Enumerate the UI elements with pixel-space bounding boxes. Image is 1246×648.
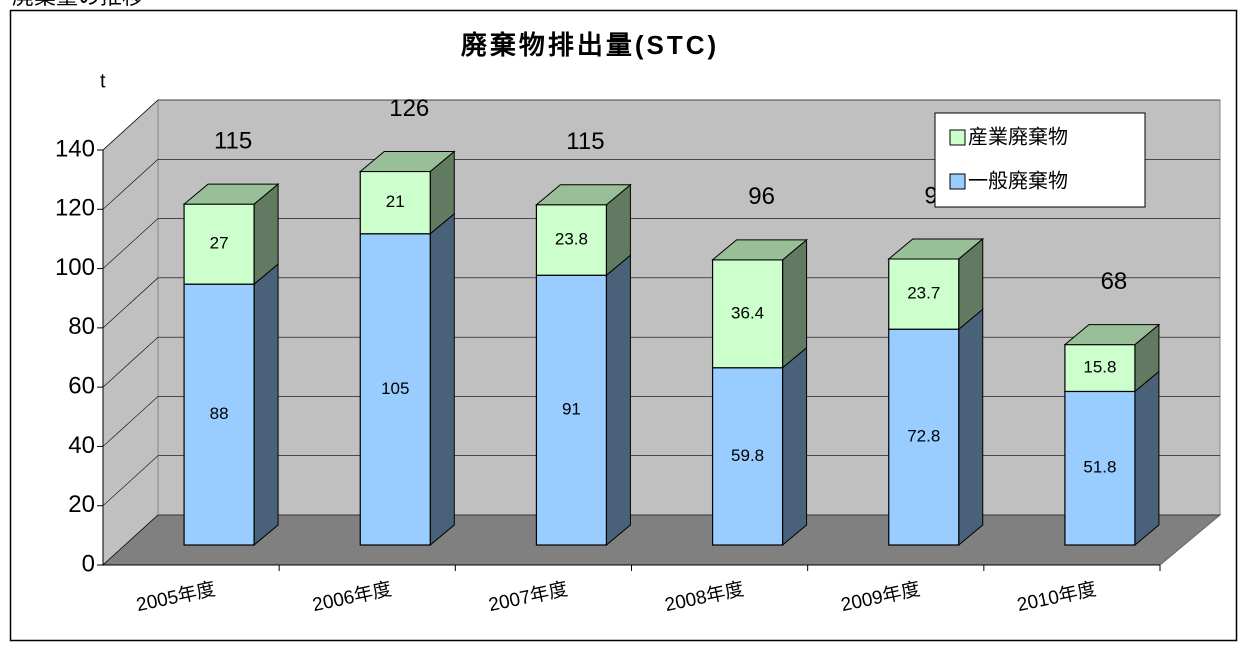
total-label: 115 — [566, 128, 604, 155]
bar-segment — [535, 183, 632, 277]
y-tick-label: 80 — [68, 313, 95, 340]
bar-top — [182, 183, 280, 205]
data-label: 72.8 — [907, 427, 940, 446]
bar-segment — [1064, 370, 1160, 547]
legend-swatch — [949, 173, 966, 190]
bar-front — [711, 259, 784, 369]
grid-line — [102, 99, 1220, 151]
y-tick-label: 60 — [68, 372, 95, 399]
bar-segment — [359, 212, 455, 547]
grid-line — [102, 455, 1220, 506]
grid-line — [102, 158, 1220, 210]
total-label: 115 — [214, 127, 252, 154]
bar-front — [535, 274, 608, 546]
grid-line — [102, 396, 1220, 447]
data-label: 91 — [562, 400, 581, 419]
total-label: 96 — [748, 183, 775, 210]
y-tick-label: 0 — [82, 550, 95, 577]
bar-side — [605, 254, 631, 547]
y-tick-label: 100 — [55, 254, 95, 281]
bar-front — [535, 204, 608, 276]
grid-line — [102, 277, 1220, 329]
bar-top — [887, 238, 985, 260]
header: 廃棄量の推移 — [12, 0, 144, 9]
bar-segment — [887, 237, 985, 331]
data-label: 51.8 — [1083, 458, 1116, 477]
legend-label: 産業廃棄物 — [968, 125, 1068, 148]
y-unit: t — [100, 70, 106, 92]
bar-front — [888, 328, 960, 546]
bar-top — [711, 239, 808, 261]
grid-line — [102, 514, 1220, 566]
bar-segment — [182, 183, 280, 286]
y-tick-label: 20 — [68, 491, 95, 518]
bar-side — [782, 238, 808, 369]
data-label: 36.4 — [731, 303, 764, 322]
bar-top — [1063, 324, 1161, 346]
y-tick-label: 120 — [55, 195, 95, 222]
data-label: 15.8 — [1083, 358, 1116, 377]
side-wall — [102, 98, 159, 567]
data-label: 88 — [210, 404, 229, 423]
y-tick-label: 40 — [68, 432, 95, 459]
legend-box — [934, 112, 1146, 208]
bar-top — [358, 151, 456, 172]
bar-side — [429, 212, 455, 547]
data-label: 21 — [386, 192, 405, 211]
bar-front — [1064, 390, 1136, 546]
bar-segment — [888, 308, 984, 547]
data-label: 23.8 — [555, 229, 588, 248]
bar-side — [782, 346, 808, 547]
total-label: 126 — [389, 95, 429, 122]
bar-front — [183, 283, 255, 546]
total-label: 68 — [1101, 268, 1128, 295]
legend-label: 一般廃棄物 — [968, 169, 1068, 192]
legend-swatch — [949, 129, 966, 146]
bar-side — [253, 263, 279, 547]
grid-line — [102, 336, 1220, 388]
bar-side — [1134, 370, 1160, 547]
bar-segment — [711, 238, 808, 369]
grid-line — [102, 218, 1220, 269]
data-label: 23.7 — [907, 284, 940, 303]
data-label: 59.8 — [731, 446, 764, 465]
bar-side — [958, 308, 984, 547]
bar-segment — [1063, 323, 1161, 393]
bar-top — [535, 184, 632, 206]
bar-segment — [535, 254, 631, 547]
data-label: 27 — [210, 234, 229, 253]
bar-front — [359, 170, 431, 235]
bar-front — [183, 203, 255, 285]
data-label: 105 — [381, 379, 409, 398]
y-tick-label: 140 — [55, 135, 95, 162]
bar-segment — [183, 263, 279, 547]
bar-segment — [358, 150, 456, 235]
chart-title: 廃棄物排出量(STC) — [461, 30, 719, 60]
